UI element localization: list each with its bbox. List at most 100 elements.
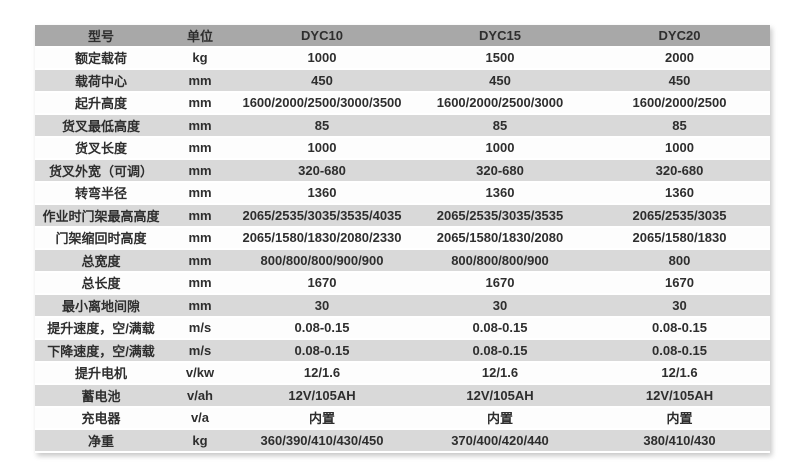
value-cell: 800 — [589, 249, 770, 273]
table-row: 最小离地间隙 mm 30 30 30 — [35, 294, 770, 318]
spec-label-cell: 总长度 — [35, 271, 167, 295]
value-cell: 2065/2535/3035 — [589, 204, 770, 228]
value-cell: 85 — [233, 114, 411, 138]
value-cell: 2065/1580/1830 — [589, 226, 770, 250]
value-cell: 2065/1580/1830/2080/2330 — [233, 226, 411, 250]
value-cell: 30 — [411, 294, 589, 318]
value-cell: 0.08-0.15 — [233, 339, 411, 363]
unit-cell: v/a — [167, 406, 233, 430]
value-cell: 12V/105AH — [411, 384, 589, 408]
value-cell: 2065/1580/1830/2080 — [411, 226, 589, 250]
table-row: 载荷中心 mm 450 450 450 — [35, 69, 770, 93]
value-cell: 12V/105AH — [589, 384, 770, 408]
value-cell: 12/1.6 — [589, 361, 770, 385]
spec-label-cell: 货叉外宽（可调） — [35, 159, 167, 183]
table-row: 起升高度 mm 1600/2000/2500/3000/3500 1600/2000/… — [35, 91, 770, 115]
unit-cell: mm — [167, 181, 233, 205]
unit-cell: mm — [167, 69, 233, 93]
value-cell: 1360 — [411, 181, 589, 205]
unit-cell: kg — [167, 46, 233, 70]
table-row: 总宽度 mm 800/800/800/900/900 800/800/800/900 8… — [35, 249, 770, 273]
value-cell: 450 — [233, 69, 411, 93]
value-cell: 1360 — [233, 181, 411, 205]
table-row: 转弯半径 mm 1360 1360 1360 — [35, 181, 770, 205]
value-cell: 450 — [411, 69, 589, 93]
value-cell: 1000 — [233, 46, 411, 70]
table-row: 货叉长度 mm 1000 1000 1000 — [35, 136, 770, 160]
table-row: 门架缩回时高度 mm 2065/1580/1830/2080/2330 2065/15… — [35, 226, 770, 250]
value-cell: 30 — [589, 294, 770, 318]
spec-label-cell: 总宽度 — [35, 249, 167, 273]
unit-cell: m/s — [167, 339, 233, 363]
spec-label-cell: 最小离地间隙 — [35, 294, 167, 318]
value-cell: 0.08-0.15 — [411, 339, 589, 363]
table-row: 货叉最低高度 mm 85 85 85 — [35, 114, 770, 138]
unit-cell: mm — [167, 249, 233, 273]
value-cell: 2000 — [589, 46, 770, 70]
spec-label-cell: 充电器 — [35, 406, 167, 430]
value-cell: 320-680 — [233, 159, 411, 183]
unit-cell: mm — [167, 271, 233, 295]
value-cell: 0.08-0.15 — [589, 316, 770, 340]
header-cell-dyc20: DYC20 — [589, 25, 770, 48]
value-cell: 85 — [589, 114, 770, 138]
header-cell-unit: 单位 — [167, 25, 233, 48]
spec-label-cell: 额定载荷 — [35, 46, 167, 70]
value-cell: 1670 — [411, 271, 589, 295]
value-cell: 1670 — [233, 271, 411, 295]
value-cell: 1500 — [411, 46, 589, 70]
header-cell-dyc15: DYC15 — [411, 25, 589, 48]
value-cell: 内置 — [411, 406, 589, 430]
value-cell: 800/800/800/900 — [411, 249, 589, 273]
table-row: 充电器 v/a 内置 内置 内置 — [35, 406, 770, 430]
unit-cell: mm — [167, 204, 233, 228]
value-cell: 内置 — [589, 406, 770, 430]
header-cell-dyc10: DYC10 — [233, 25, 411, 48]
value-cell: 内置 — [233, 406, 411, 430]
value-cell: 12V/105AH — [233, 384, 411, 408]
unit-cell: v/ah — [167, 384, 233, 408]
spec-label-cell: 起升高度 — [35, 91, 167, 115]
unit-cell: kg — [167, 429, 233, 453]
value-cell: 1000 — [233, 136, 411, 160]
value-cell: 320-680 — [411, 159, 589, 183]
value-cell: 85 — [411, 114, 589, 138]
spec-table-header: 型号 单位 DYC10 DYC15 DYC20 — [35, 25, 770, 48]
table-row: 总长度 mm 1670 1670 1670 — [35, 271, 770, 295]
value-cell: 800/800/800/900/900 — [233, 249, 411, 273]
spec-label-cell: 净重 — [35, 429, 167, 453]
spec-label-cell: 作业时门架最高高度 — [35, 204, 167, 228]
table-row: 净重 kg 360/390/410/430/450 370/400/420/440 38… — [35, 429, 770, 453]
value-cell: 0.08-0.15 — [233, 316, 411, 340]
spec-label-cell: 货叉最低高度 — [35, 114, 167, 138]
unit-cell: mm — [167, 136, 233, 160]
spec-label-cell: 货叉长度 — [35, 136, 167, 160]
value-cell: 1000 — [411, 136, 589, 160]
unit-cell: mm — [167, 159, 233, 183]
header-cell-model: 型号 — [35, 25, 167, 48]
unit-cell: mm — [167, 91, 233, 115]
value-cell: 1600/2000/2500/3000/3500 — [233, 91, 411, 115]
value-cell: 0.08-0.15 — [589, 339, 770, 363]
table-row: 提升电机 v/kw 12/1.6 12/1.6 12/1.6 — [35, 361, 770, 385]
header-row: 型号 单位 DYC10 DYC15 DYC20 — [35, 25, 770, 48]
value-cell: 360/390/410/430/450 — [233, 429, 411, 453]
unit-cell: m/s — [167, 316, 233, 340]
spec-label-cell: 蓄电池 — [35, 384, 167, 408]
value-cell: 30 — [233, 294, 411, 318]
unit-cell: mm — [167, 114, 233, 138]
spec-label-cell: 门架缩回时高度 — [35, 226, 167, 250]
spec-label-cell: 提升电机 — [35, 361, 167, 385]
unit-cell: v/kw — [167, 361, 233, 385]
unit-cell: mm — [167, 226, 233, 250]
spec-label-cell: 载荷中心 — [35, 69, 167, 93]
table-row: 蓄电池 v/ah 12V/105AH 12V/105AH 12V/105AH — [35, 384, 770, 408]
value-cell: 2065/2535/3035/3535/4035 — [233, 204, 411, 228]
spec-table-body: 额定载荷 kg 1000 1500 2000 载荷中心 mm 450 450 450 起升高度 mm 1… — [35, 46, 770, 453]
value-cell: 2065/2535/3035/3535 — [411, 204, 589, 228]
spec-table-container: 型号 单位 DYC10 DYC15 DYC20 额定载荷 kg 1000 1500 20… — [35, 25, 770, 453]
value-cell: 1600/2000/2500 — [589, 91, 770, 115]
table-row: 作业时门架最高高度 mm 2065/2535/3035/3535/4035 2065/… — [35, 204, 770, 228]
table-row: 提升速度，空/满载 m/s 0.08-0.15 0.08-0.15 0.08-0.15 — [35, 316, 770, 340]
table-row: 额定载荷 kg 1000 1500 2000 — [35, 46, 770, 70]
